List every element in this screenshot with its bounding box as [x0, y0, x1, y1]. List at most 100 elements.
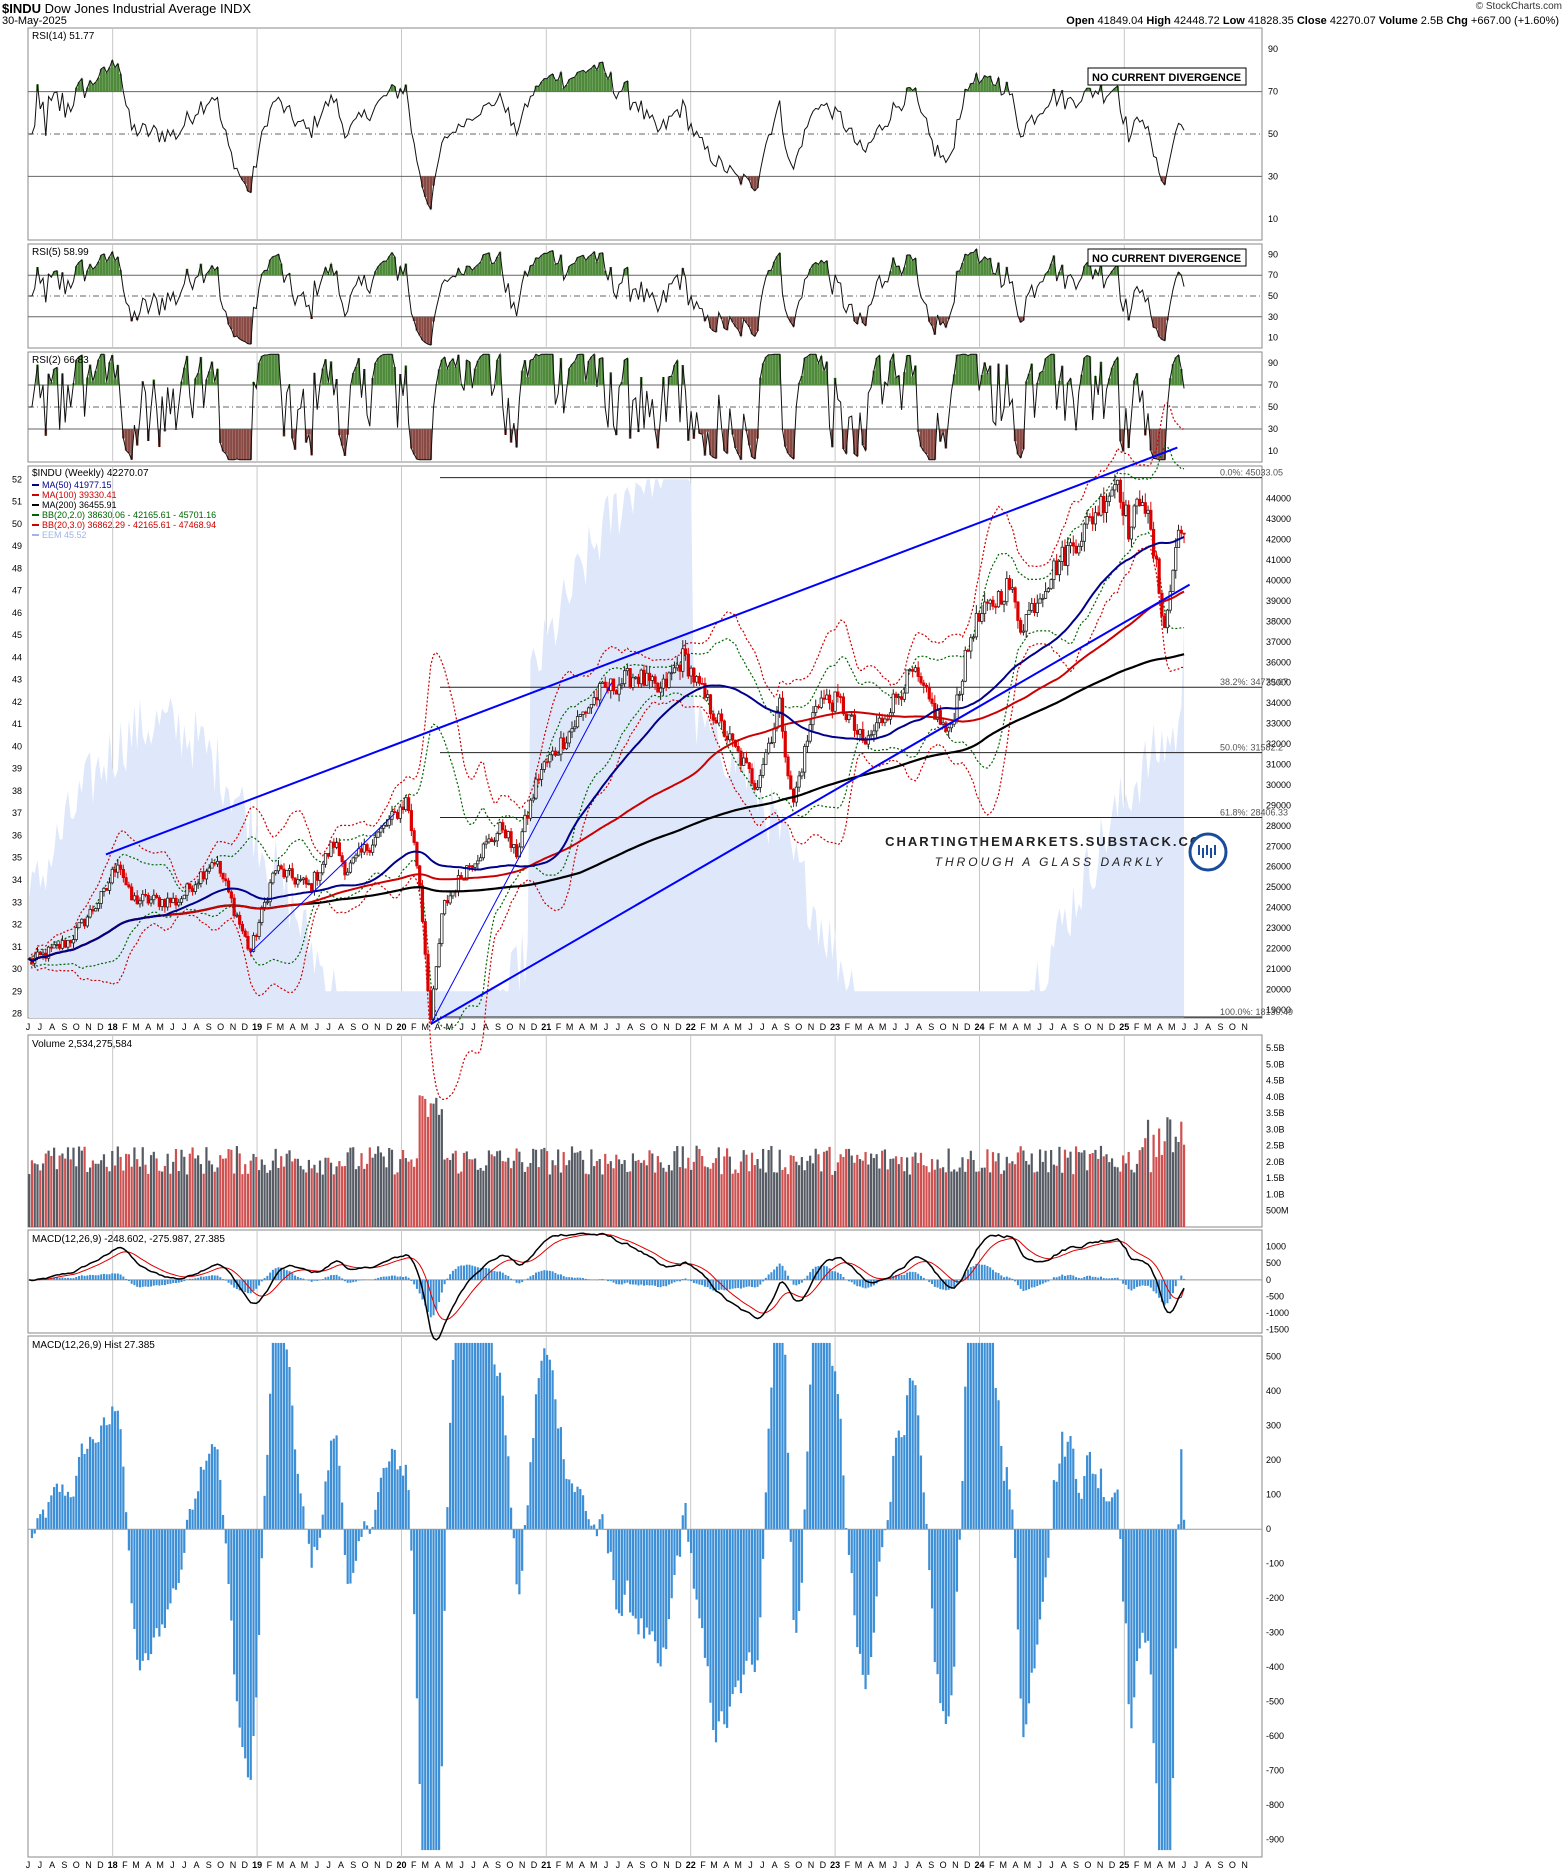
volume-bar — [149, 1155, 153, 1227]
hist-bar — [399, 1465, 402, 1530]
hist-bar — [47, 1502, 50, 1530]
candle-body — [636, 676, 641, 685]
volume-bar — [1149, 1172, 1152, 1227]
macd-tick-label: -1500 — [1266, 1325, 1289, 1335]
hist-bar — [149, 1529, 153, 1655]
macd-hist-bar — [1147, 1279, 1150, 1286]
hist-bar — [440, 1529, 443, 1767]
macd-hist-bar — [892, 1275, 895, 1280]
hist-bar — [202, 1469, 205, 1530]
bottom-axis-tick-label: 20 — [396, 1860, 406, 1870]
volume-bar — [202, 1173, 205, 1227]
candle-body — [634, 676, 638, 679]
macd-hist-bar — [853, 1279, 856, 1285]
macd-hist-bar — [241, 1279, 244, 1292]
candle-body — [265, 901, 269, 904]
candle-body — [1154, 555, 1158, 560]
volume-bar — [302, 1169, 305, 1227]
volume-bar — [756, 1159, 759, 1227]
eem-tick-label: 42 — [12, 697, 22, 707]
hist-bar — [141, 1529, 144, 1661]
macd-line — [29, 1232, 1185, 1341]
volume-bar — [349, 1147, 352, 1227]
price-tick-label: 38000 — [1266, 616, 1291, 626]
hist-bar — [252, 1529, 255, 1737]
volume-bar — [271, 1160, 275, 1227]
macd-hist-bar — [997, 1272, 1000, 1280]
hist-bar — [277, 1342, 280, 1530]
hist-bar — [980, 1342, 983, 1530]
price-axis-tick-label: S — [61, 1022, 67, 1032]
panel-frame-macd_hist — [27, 1335, 1263, 1858]
candle-body — [797, 775, 801, 788]
macd-hist-bar — [166, 1279, 169, 1285]
eem-tick-label: 51 — [12, 497, 22, 507]
macd-hist-bar — [540, 1270, 543, 1280]
hist-bar — [903, 1435, 906, 1530]
candle-body — [664, 678, 668, 688]
macd-hist-bar — [1027, 1279, 1030, 1290]
candle-body — [1127, 504, 1131, 540]
macd-hist-bar — [903, 1274, 906, 1280]
candle-body — [905, 669, 909, 694]
volume-bar — [332, 1174, 335, 1227]
volume-bar — [238, 1153, 241, 1227]
volume-bar — [972, 1159, 975, 1227]
volume-bar — [374, 1153, 377, 1227]
macd-hist-bar — [1138, 1279, 1141, 1287]
hist-bar — [537, 1378, 540, 1530]
macd-hist-bar — [773, 1269, 776, 1280]
volume-bar — [437, 1114, 441, 1227]
bottom-axis-tick-label: M — [1144, 1860, 1152, 1870]
candle-body — [58, 944, 62, 949]
volume-bar — [1130, 1169, 1133, 1227]
candle-body — [404, 797, 408, 811]
volume-bar — [401, 1149, 405, 1227]
macd-hist-bar — [296, 1276, 299, 1280]
rsi5-tick-label: 50 — [1268, 291, 1278, 301]
hist-bar — [404, 1464, 407, 1530]
rsi2-tick-label: 90 — [1268, 358, 1278, 368]
macd-hist-bar — [748, 1279, 751, 1287]
price-axis-tick-label: A — [868, 1022, 874, 1032]
macd-hist-bar — [573, 1277, 576, 1280]
candle-body — [559, 737, 563, 755]
macd-hist-bar — [792, 1279, 795, 1285]
bottom-axis-tick-label: 22 — [686, 1860, 696, 1870]
volume-bar — [130, 1166, 133, 1227]
candle-body — [254, 935, 258, 937]
hist-bar — [476, 1342, 479, 1530]
bottom-axis-tick-label: J — [315, 1860, 320, 1870]
hist-bar — [1099, 1468, 1103, 1530]
candle-body — [246, 935, 250, 950]
hist-bar — [385, 1467, 388, 1530]
candle-body — [542, 761, 546, 770]
bottom-axis-tick-label: M — [132, 1860, 140, 1870]
bottom-axis-tick-label: F — [700, 1860, 706, 1870]
bottom-axis-tick-label: J — [1194, 1860, 1199, 1870]
price-axis-tick-label: S — [784, 1022, 790, 1032]
candle-body — [426, 953, 430, 992]
bottom-axis-tick-label: O — [795, 1860, 802, 1870]
candle-body — [420, 885, 425, 922]
volume-bar — [662, 1167, 665, 1227]
hist-bar — [446, 1507, 449, 1530]
volume-bar — [407, 1161, 410, 1227]
volume-bar — [393, 1174, 396, 1227]
macd-hist-bar — [507, 1275, 510, 1280]
stat-label: High — [1146, 15, 1174, 27]
price-axis-tick-label: J — [471, 1022, 476, 1032]
volume-bar — [1113, 1166, 1116, 1227]
candle-body — [564, 742, 569, 750]
candle-body — [686, 653, 690, 677]
eem-tick-label: 50 — [12, 519, 22, 529]
candle-body — [379, 827, 383, 833]
price-tick-label: 44000 — [1266, 494, 1291, 504]
macd-hist-bar — [94, 1275, 97, 1280]
hist-bar — [1008, 1489, 1011, 1530]
volume-bar — [986, 1149, 989, 1227]
macd-hist-bar — [939, 1279, 942, 1290]
macd-hist-bar — [114, 1273, 117, 1280]
hist-bar — [316, 1529, 319, 1551]
hist-bar — [723, 1529, 726, 1725]
